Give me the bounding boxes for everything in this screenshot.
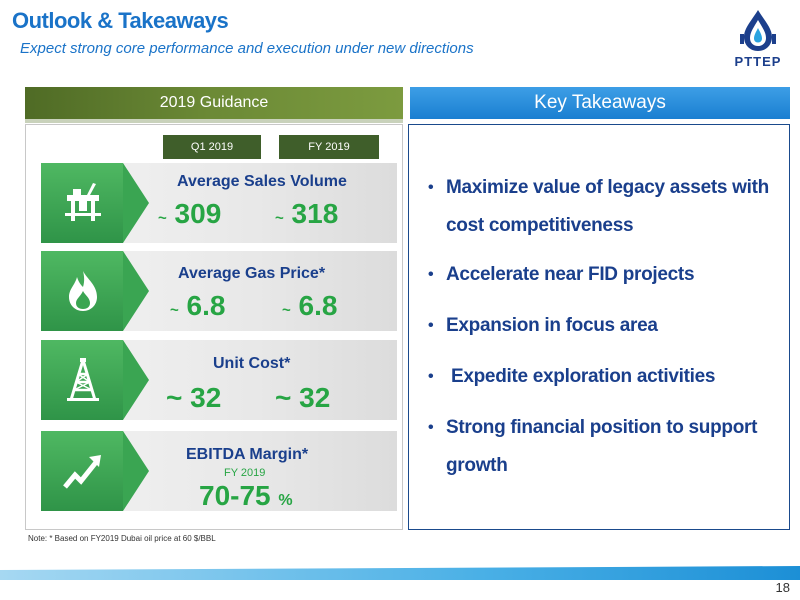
metric-value-fy: ~ 6.8 bbox=[282, 290, 338, 321]
metric-row-gas-price bbox=[41, 251, 397, 331]
metric-value-ebitda: 70-75 % bbox=[199, 480, 293, 511]
takeaways-panel bbox=[408, 124, 790, 530]
page-title: Outlook & Takeaways bbox=[12, 8, 229, 33]
growth-chart-icon bbox=[63, 455, 101, 489]
metric-row-ebitda bbox=[41, 431, 397, 511]
flame-icon bbox=[69, 271, 97, 311]
bullet-icon: • bbox=[428, 368, 434, 385]
footer-swoosh bbox=[0, 566, 800, 580]
metric-value-q1: ~ 6.8 bbox=[170, 290, 226, 321]
takeaway-item: • Maximize value of legacy assets with c… bbox=[428, 169, 778, 245]
metric-label: Average Sales Volume bbox=[177, 173, 347, 190]
takeaway-item: • Expansion in focus area bbox=[428, 307, 778, 345]
page-subtitle: Expect strong core performance and execu… bbox=[20, 40, 474, 57]
metric-label: Average Gas Price* bbox=[178, 265, 326, 282]
column-header-fy: FY 2019 bbox=[279, 135, 379, 159]
bullet-icon: • bbox=[428, 419, 434, 436]
metric-label: EBITDA Margin* bbox=[186, 446, 309, 463]
metric-row-unit-cost bbox=[41, 340, 397, 420]
takeaway-item: • Strong financial position to support g… bbox=[428, 409, 778, 485]
metric-value-q1: ~ 309 bbox=[158, 198, 222, 229]
metric-value-fy: ~ 32 bbox=[275, 382, 331, 413]
page-number: 18 bbox=[775, 580, 790, 595]
footnote: Note: * Based on FY2019 Dubai oil price … bbox=[28, 534, 216, 543]
metric-sublabel: FY 2019 bbox=[224, 467, 266, 479]
derrick-icon bbox=[67, 358, 99, 401]
bullet-icon: • bbox=[428, 317, 434, 334]
takeaways-header: Key Takeaways bbox=[410, 87, 790, 119]
metric-value-fy: ~ 318 bbox=[275, 198, 339, 229]
oil-platform-icon bbox=[65, 183, 101, 221]
bullet-icon: • bbox=[428, 179, 434, 196]
metric-label: Unit Cost* bbox=[213, 355, 291, 372]
logo-text: PTTEP bbox=[734, 54, 782, 69]
metric-value-q1: ~ 32 bbox=[166, 382, 222, 413]
guidance-header: 2019 Guidance bbox=[25, 87, 403, 123]
metric-row-sales-volume bbox=[41, 163, 397, 243]
pttep-logo: PTTEP bbox=[722, 6, 794, 72]
bullet-icon: • bbox=[428, 266, 434, 283]
takeaway-item: • Accelerate near FID projects bbox=[428, 256, 778, 294]
pttep-drop-icon bbox=[740, 10, 776, 51]
column-header-q1: Q1 2019 bbox=[163, 135, 261, 159]
takeaway-item: • Expedite exploration activities bbox=[428, 358, 778, 396]
